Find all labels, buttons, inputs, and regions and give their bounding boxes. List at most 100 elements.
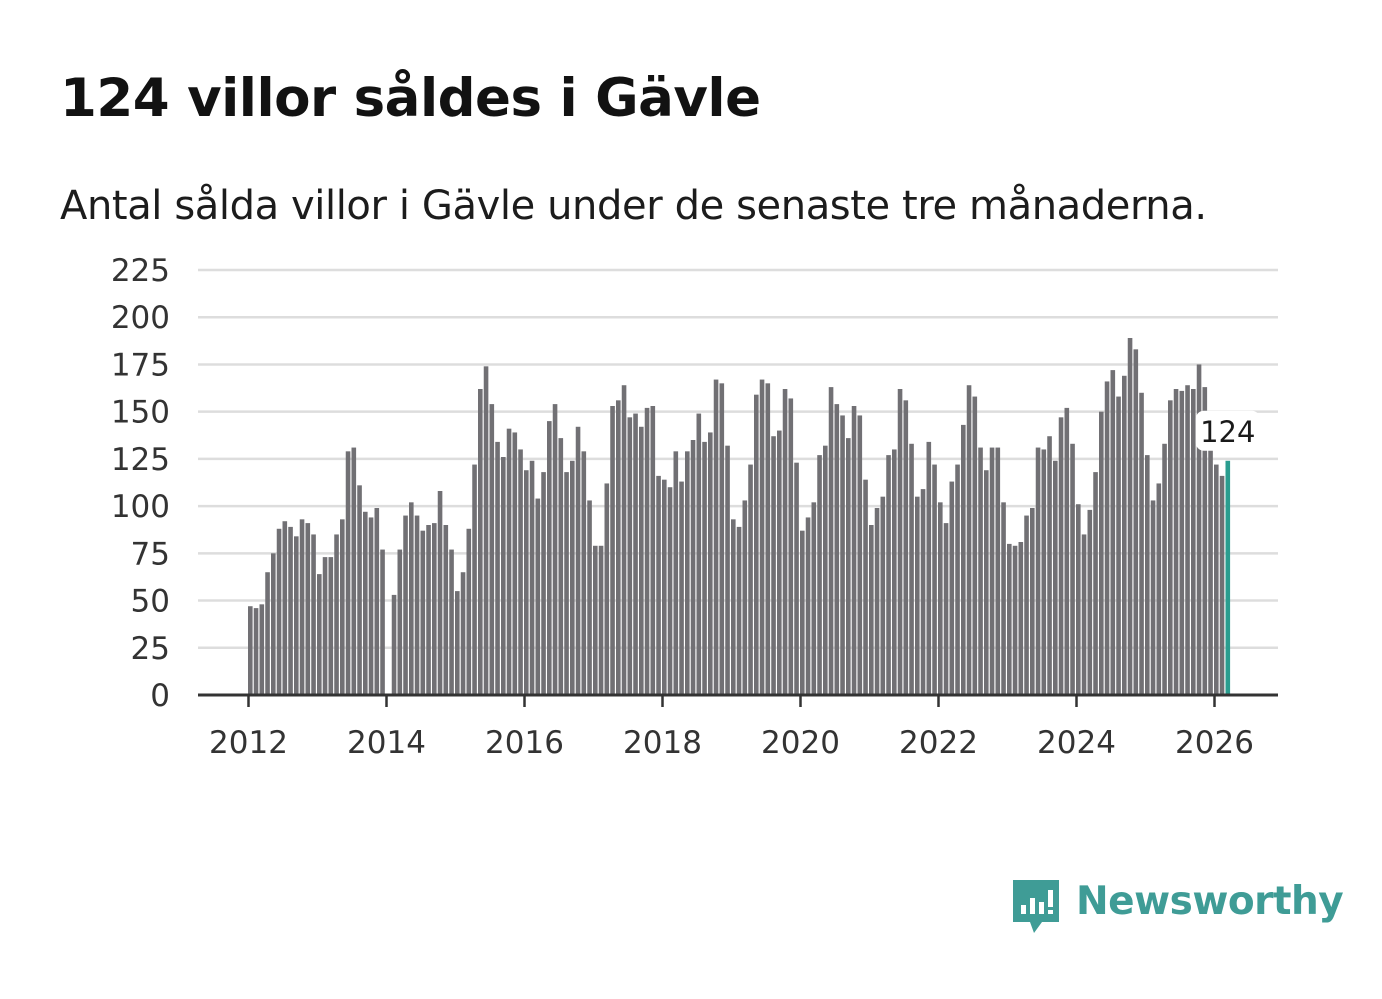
bar <box>886 455 891 695</box>
bar <box>311 534 316 695</box>
bar <box>782 389 788 695</box>
bar <box>920 489 926 695</box>
bar <box>1168 400 1173 695</box>
bar <box>731 519 736 695</box>
bar <box>984 470 989 695</box>
bar <box>345 451 351 695</box>
bar <box>483 366 489 695</box>
y-tick-label: 100 <box>111 489 170 525</box>
bar <box>995 447 1001 695</box>
bar <box>368 517 374 695</box>
bar <box>794 462 799 695</box>
x-tick-label: 2026 <box>1175 725 1254 761</box>
bar <box>1053 460 1058 695</box>
bar <box>788 398 794 695</box>
x-tick-label: 2014 <box>347 725 426 761</box>
bar <box>1156 483 1162 695</box>
bar <box>713 379 719 695</box>
y-tick-label: 125 <box>111 442 170 478</box>
bar <box>357 485 362 695</box>
bar <box>506 428 512 695</box>
bar <box>1035 447 1041 695</box>
bar <box>1064 407 1070 695</box>
bar <box>1104 381 1110 695</box>
bar <box>811 502 817 695</box>
bar <box>903 400 909 695</box>
bar <box>800 530 805 695</box>
bar <box>685 451 690 695</box>
bar <box>1191 389 1196 695</box>
bar <box>282 521 288 695</box>
bar <box>639 426 644 695</box>
bar <box>414 515 420 695</box>
bar <box>547 421 552 695</box>
bar <box>351 447 357 695</box>
bar <box>552 404 558 695</box>
bar <box>1070 443 1075 695</box>
bar <box>276 528 282 695</box>
bar <box>874 508 880 695</box>
bar <box>1116 396 1121 695</box>
bar-highlight <box>1225 460 1231 695</box>
bar <box>1145 455 1150 695</box>
bar <box>748 464 753 695</box>
bar <box>472 464 477 695</box>
chart-subtitle: Antal sålda villor i Gävle under de sena… <box>60 183 1207 229</box>
bar <box>759 379 765 695</box>
bar <box>558 438 564 695</box>
bar <box>426 525 431 695</box>
bar <box>1139 392 1144 695</box>
bar <box>409 502 414 695</box>
x-tick-label: 2018 <box>623 725 702 761</box>
bar <box>598 545 604 695</box>
bar <box>961 424 966 695</box>
bar <box>656 475 661 695</box>
bar <box>374 508 380 695</box>
y-tick-label: 175 <box>111 347 170 383</box>
bars <box>248 338 1231 695</box>
bar <box>495 441 500 695</box>
bar <box>478 389 483 695</box>
bar <box>834 404 840 695</box>
bar <box>1196 364 1202 695</box>
x-tick-label: 2012 <box>209 725 288 761</box>
bar <box>1087 509 1093 695</box>
bar <box>616 400 621 695</box>
y-tick-label: 150 <box>111 395 170 431</box>
bar <box>340 519 345 695</box>
newsworthy-logo-icon <box>1013 880 1059 933</box>
bar <box>288 526 293 695</box>
bar <box>593 545 598 695</box>
bar <box>846 438 851 695</box>
bar <box>564 472 569 695</box>
bar <box>529 460 535 695</box>
bar <box>587 500 592 695</box>
bar <box>512 432 518 695</box>
bar <box>1173 389 1179 695</box>
y-tick-label: 225 <box>111 253 170 289</box>
latest-value-annotation: 124 <box>1195 410 1260 451</box>
bar <box>1099 411 1104 695</box>
bar <box>1208 447 1213 695</box>
bar <box>265 572 270 695</box>
bar <box>294 536 299 695</box>
bar <box>449 549 454 695</box>
bar <box>322 557 328 695</box>
y-tick-label: 200 <box>111 300 170 336</box>
bar <box>541 472 546 695</box>
bar <box>575 426 581 695</box>
bar <box>1076 504 1081 695</box>
bar <box>248 606 253 695</box>
bar <box>489 404 495 695</box>
x-tick-label: 2016 <box>485 725 564 761</box>
bar <box>501 457 506 695</box>
bar <box>363 511 368 695</box>
annotation-background <box>1195 410 1260 451</box>
brand-name: Newsworthy <box>1076 879 1344 924</box>
bar <box>253 608 259 695</box>
bar <box>271 553 276 695</box>
bar <box>719 383 725 695</box>
bar <box>1093 472 1098 695</box>
x-tick-label: 2024 <box>1037 725 1116 761</box>
